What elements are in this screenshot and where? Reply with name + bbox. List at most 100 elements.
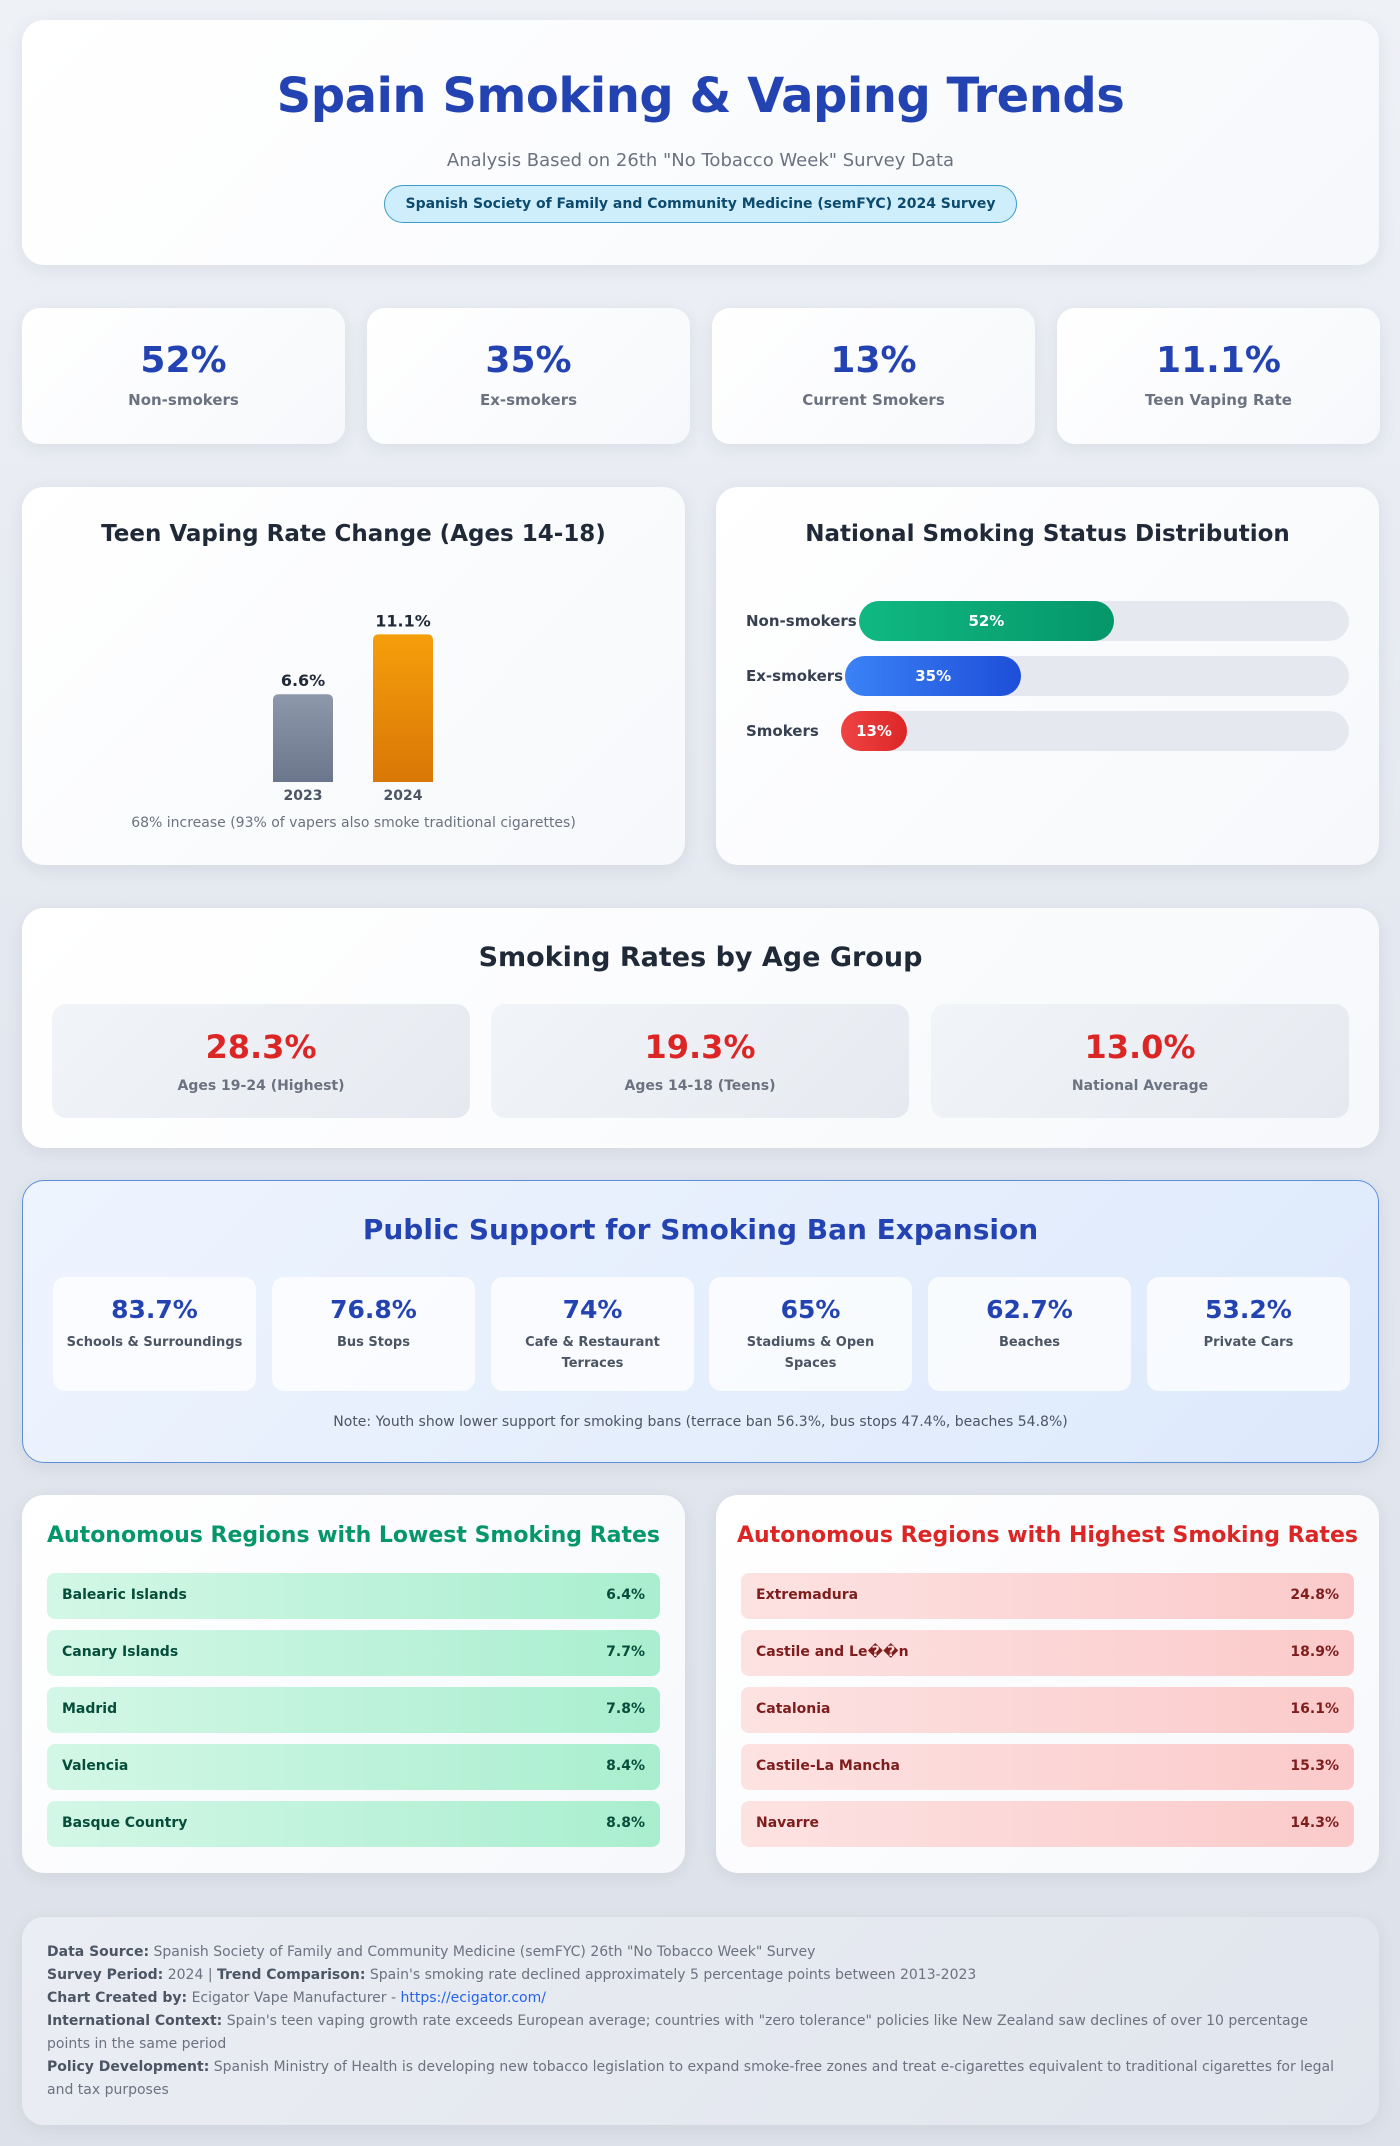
footer-period: Survey Period: 2024 | Trend Comparison: … bbox=[47, 1964, 1354, 1987]
page-subtitle: Analysis Based on 26th "No Tobacco Week"… bbox=[446, 150, 955, 171]
distribution-row: Smokers 13% bbox=[746, 711, 1349, 751]
stat-value: 52% bbox=[140, 340, 227, 381]
stat-label: Current Smokers bbox=[802, 391, 945, 409]
region-value: 15.3% bbox=[1290, 1758, 1339, 1774]
region-row: Extremadura 24.8% bbox=[741, 1573, 1354, 1619]
distribution-bar-smokers: 13% bbox=[841, 711, 908, 751]
region-row: Catalonia 16.1% bbox=[741, 1687, 1354, 1733]
support-value: 62.7% bbox=[986, 1295, 1073, 1324]
section-title: Public Support for Smoking Ban Expansion bbox=[362, 1213, 1039, 1246]
bar-2024 bbox=[373, 634, 433, 782]
stat-label: Ex-smokers bbox=[479, 391, 578, 409]
region-row: Castile and Le��n 18.9% bbox=[741, 1630, 1354, 1676]
page-title: Spain Smoking & Vaping Trends bbox=[276, 68, 1125, 124]
age-label: National Average bbox=[1071, 1078, 1209, 1094]
public-support-card: Public Support for Smoking Ban Expansion… bbox=[22, 1180, 1379, 1463]
support-value: 74% bbox=[562, 1295, 623, 1324]
support-box: 53.2% Private Cars bbox=[1147, 1277, 1350, 1391]
region-row: Castile-La Mancha 15.3% bbox=[741, 1744, 1354, 1790]
region-value: 7.7% bbox=[606, 1644, 645, 1660]
stat-card-ex-smokers: 35% Ex-smokers bbox=[367, 308, 690, 444]
footer-card: Data Source: Spanish Society of Family a… bbox=[22, 1917, 1379, 2125]
section-title: Smoking Rates by Age Group bbox=[478, 942, 923, 973]
stat-card-non-smokers: 52% Non-smokers bbox=[22, 308, 345, 444]
support-box: 65% Stadiums & Open Spaces bbox=[709, 1277, 912, 1391]
age-group-box: 28.3% Ages 19-24 (Highest) bbox=[52, 1004, 470, 1118]
region-name: Extremadura bbox=[756, 1587, 859, 1603]
lowest-regions-card: Autonomous Regions with Lowest Smoking R… bbox=[22, 1495, 685, 1873]
region-row: Basque Country 8.8% bbox=[47, 1801, 660, 1847]
distribution-bar-ex-smokers: 35% bbox=[845, 656, 1022, 696]
distribution-track: 13% bbox=[841, 711, 1349, 751]
footer-period-label: Survey Period: bbox=[47, 1967, 164, 1983]
support-label: Beaches bbox=[998, 1335, 1060, 1350]
distribution-row: Ex-smokers 35% bbox=[746, 656, 1349, 696]
stat-card-current-smokers: 13% Current Smokers bbox=[712, 308, 1035, 444]
support-note: Note: Youth show lower support for smoki… bbox=[333, 1414, 1068, 1430]
distribution-label: Non-smokers bbox=[746, 612, 857, 630]
chart-note: 68% increase (93% of vapers also smoke t… bbox=[131, 815, 576, 831]
bar-2023 bbox=[273, 694, 333, 782]
footer-intl-text: Spain's teen vaping growth rate exceeds … bbox=[47, 2013, 1309, 2052]
age-group-box: 13.0% National Average bbox=[931, 1004, 1349, 1118]
age-label: Ages 14-18 (Teens) bbox=[624, 1078, 776, 1094]
footer-policy: Policy Development: Spanish Ministry of … bbox=[47, 2056, 1354, 2102]
support-label: Schools & Surroundings bbox=[66, 1335, 243, 1350]
footer-source-label: Data Source: bbox=[47, 1944, 150, 1960]
age-group-card: Smoking Rates by Age Group 28.3% Ages 19… bbox=[22, 908, 1379, 1148]
region-value: 8.4% bbox=[606, 1758, 645, 1774]
support-value: 76.8% bbox=[330, 1295, 417, 1324]
support-box: 76.8% Bus Stops bbox=[272, 1277, 475, 1391]
footer-credit-text: Ecigator Vape Manufacturer - bbox=[191, 1990, 397, 2006]
footer-source-text: Spanish Society of Family and Community … bbox=[153, 1944, 816, 1960]
bar-value-label: 6.6% bbox=[281, 671, 325, 690]
support-value: 83.7% bbox=[111, 1295, 198, 1324]
region-value: 7.8% bbox=[606, 1701, 645, 1717]
region-name: Navarre bbox=[756, 1815, 820, 1831]
region-name: Madrid bbox=[62, 1701, 118, 1717]
footer-credit-link[interactable]: https://ecigator.com/ bbox=[400, 1990, 546, 2006]
distribution-label: Smokers bbox=[746, 722, 819, 740]
x-tick-label: 2023 bbox=[284, 788, 323, 804]
stat-value: 35% bbox=[485, 340, 572, 381]
teen-vaping-chart-card: Teen Vaping Rate Change (Ages 14-18) 6.6… bbox=[22, 487, 685, 865]
region-row: Balearic Islands 6.4% bbox=[47, 1573, 660, 1619]
age-value: 13.0% bbox=[1084, 1028, 1196, 1066]
region-value: 16.1% bbox=[1290, 1701, 1339, 1717]
distribution-track: 35% bbox=[845, 656, 1349, 696]
footer-credit: Chart Created by: Ecigator Vape Manufact… bbox=[47, 1987, 1354, 2010]
stat-label: Teen Vaping Rate bbox=[1145, 391, 1292, 409]
distribution-bar-non-smokers: 52% bbox=[859, 601, 1114, 641]
support-box: 74% Cafe & Restaurant Terraces bbox=[491, 1277, 694, 1391]
support-label: Cafe & Restaurant Terraces bbox=[525, 1335, 660, 1371]
stat-value: 11.1% bbox=[1156, 340, 1281, 381]
footer-period-text: 2024 | bbox=[167, 1967, 213, 1983]
footer-policy-label: Policy Development: bbox=[47, 2059, 210, 2075]
footer-trend-text: Spain's smoking rate declined approximat… bbox=[369, 1967, 977, 1983]
footer-source: Data Source: Spanish Society of Family a… bbox=[47, 1941, 1354, 1964]
region-value: 14.3% bbox=[1290, 1815, 1339, 1831]
region-name: Balearic Islands bbox=[62, 1587, 187, 1603]
region-row: Navarre 14.3% bbox=[741, 1801, 1354, 1847]
region-value: 18.9% bbox=[1290, 1644, 1339, 1660]
region-name: Valencia bbox=[62, 1758, 129, 1774]
footer-international: International Context: Spain's teen vapi… bbox=[47, 2010, 1354, 2056]
support-label: Private Cars bbox=[1203, 1335, 1294, 1350]
age-label: Ages 19-24 (Highest) bbox=[177, 1078, 345, 1094]
region-row: Madrid 7.8% bbox=[47, 1687, 660, 1733]
region-value: 8.8% bbox=[606, 1815, 645, 1831]
stat-value: 13% bbox=[830, 340, 917, 381]
region-value: 24.8% bbox=[1290, 1587, 1339, 1603]
region-name: Canary Islands bbox=[62, 1644, 179, 1660]
support-box: 83.7% Schools & Surroundings bbox=[53, 1277, 256, 1391]
support-value: 53.2% bbox=[1205, 1295, 1292, 1324]
region-name: Catalonia bbox=[756, 1701, 831, 1717]
stat-card-teen-vaping: 11.1% Teen Vaping Rate bbox=[1057, 308, 1380, 444]
region-row: Valencia 8.4% bbox=[47, 1744, 660, 1790]
support-label: Bus Stops bbox=[337, 1335, 410, 1350]
distribution-track: 52% bbox=[859, 601, 1349, 641]
distribution-row: Non-smokers 52% bbox=[746, 601, 1349, 641]
chart-title: Teen Vaping Rate Change (Ages 14-18) bbox=[101, 521, 606, 547]
distribution-label: Ex-smokers bbox=[746, 667, 844, 685]
footer-intl-label: International Context: bbox=[47, 2013, 223, 2029]
